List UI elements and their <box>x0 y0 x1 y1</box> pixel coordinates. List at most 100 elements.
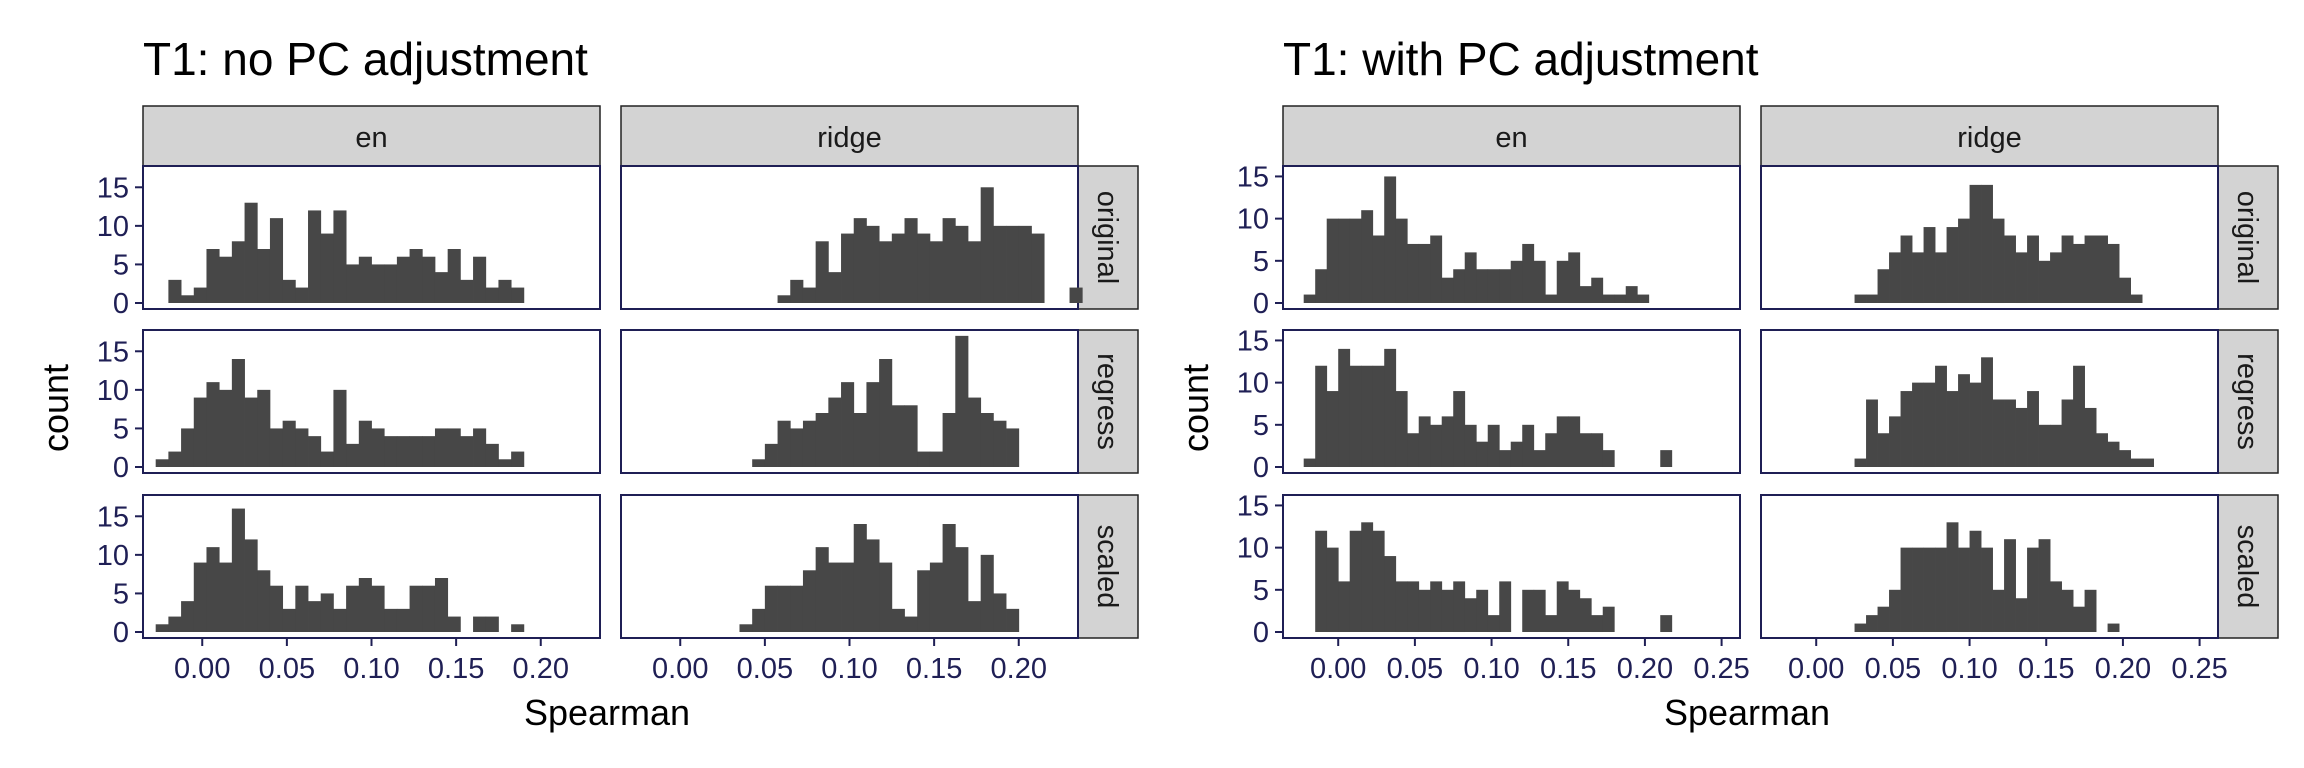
y-tick-label: 0 <box>1253 452 1269 484</box>
x-tick-label: 0.00 <box>1788 653 1844 685</box>
histogram-bar <box>193 287 207 303</box>
y-axis-scaled: 0 5 10 15 <box>1237 490 1283 649</box>
histogram-bar <box>1981 357 1993 467</box>
histogram-bar <box>168 279 182 303</box>
y-tick-label: 5 <box>1253 246 1269 278</box>
histogram-bar <box>1579 286 1592 304</box>
histogram-bar <box>1338 348 1351 468</box>
histogram-bar <box>231 241 245 303</box>
histogram-bar <box>2107 243 2120 303</box>
histogram-bar <box>1326 218 1339 304</box>
histogram-bar <box>993 225 1007 303</box>
histogram-bar <box>1889 416 1901 468</box>
histogram-bar <box>434 578 449 632</box>
histogram-bar <box>891 233 905 303</box>
histogram-bar <box>1430 581 1443 633</box>
histogram-bar <box>473 616 487 632</box>
histogram-bar <box>498 279 512 303</box>
x-axis-ridge: 0.00 0.05 0.10 0.15 0.20 <box>652 638 1047 685</box>
x-tick-label: 0.20 <box>1617 653 1673 685</box>
histogram-bar <box>384 436 398 467</box>
histogram-bar <box>485 287 499 303</box>
histogram-bar <box>853 524 867 632</box>
histogram-bar <box>1315 365 1328 467</box>
histogram-bar <box>841 562 855 632</box>
histogram-bar <box>1866 294 1878 303</box>
histogram-bar <box>511 624 525 632</box>
figure-no-pc-adjustment: T1: no PC adjustment count Spearman en r… <box>35 33 1139 733</box>
y-tick-label: 5 <box>113 249 129 281</box>
y-tick-label: 10 <box>1237 533 1269 565</box>
histogram-bar <box>2050 424 2062 467</box>
histogram-bar <box>1476 589 1489 632</box>
histogram-bar <box>2015 598 2028 632</box>
histogram-bar <box>853 413 867 467</box>
column-strip-label: en <box>355 122 387 154</box>
histogram-bar <box>2038 260 2051 303</box>
histogram-bar <box>1430 424 1443 467</box>
histogram-bar <box>802 287 817 303</box>
histogram-bar <box>269 428 284 467</box>
histogram-bar <box>2038 424 2051 467</box>
histogram-bar <box>879 241 893 303</box>
histogram-bar <box>1877 269 1890 303</box>
histogram-bar <box>422 436 436 467</box>
histogram-bar <box>764 443 778 467</box>
histogram-bar <box>879 359 893 467</box>
histogram-bar <box>1969 184 1982 304</box>
x-tick-label: 0.05 <box>737 653 793 685</box>
x-tick-label: 0.00 <box>174 653 230 685</box>
histogram-bar <box>1625 286 1638 304</box>
histogram-bar <box>333 389 347 467</box>
histogram-bar <box>1912 252 1924 304</box>
histogram-bar <box>308 436 322 467</box>
histogram-bar <box>790 428 804 467</box>
histogram-bar <box>371 585 385 632</box>
histogram-bar <box>1591 277 1604 303</box>
panel-en-regress <box>142 329 601 474</box>
histogram-bar <box>1923 547 1936 633</box>
histogram-bar <box>866 539 880 632</box>
histogram-bar <box>2107 623 2120 632</box>
histogram-bar <box>1981 184 1993 304</box>
histogram-bar <box>320 451 334 467</box>
histogram-bar <box>282 420 296 467</box>
histogram-bar <box>980 554 994 632</box>
histogram-bar <box>396 256 410 303</box>
histogram-bar <box>1476 441 1489 467</box>
histogram-bar <box>1958 218 1970 304</box>
histogram-bar <box>1637 294 1650 303</box>
histogram-bar <box>422 585 436 632</box>
histogram-bar <box>1545 294 1558 303</box>
histogram-bar <box>1441 589 1454 632</box>
histogram-bar <box>752 608 766 632</box>
histogram-bar <box>1418 589 1431 632</box>
y-axis-scaled: 0 5 10 15 <box>97 501 143 649</box>
histogram-bar <box>295 428 309 467</box>
histogram-bar <box>1556 260 1569 303</box>
histogram-bar <box>2015 252 2028 304</box>
histogram-bar <box>2130 294 2143 303</box>
histogram-bar <box>333 210 347 303</box>
x-tick-label: 0.05 <box>1865 653 1921 685</box>
histogram-bar <box>955 335 969 467</box>
histogram-bar <box>929 451 943 467</box>
histogram-bar <box>1338 218 1351 304</box>
histogram-bar <box>1946 227 1959 303</box>
histogram-bar <box>2027 235 2039 303</box>
histogram-bar <box>2142 458 2154 467</box>
histogram-bar <box>1510 441 1523 467</box>
histogram-bar <box>891 608 905 632</box>
histogram-bar <box>1900 235 1913 303</box>
y-tick-label: 5 <box>113 578 129 610</box>
histogram-bar <box>1418 416 1431 468</box>
histogram-bar <box>1660 615 1673 633</box>
histogram-bar <box>1487 615 1500 633</box>
histogram-bar <box>790 279 804 303</box>
histogram-bar <box>219 389 233 467</box>
y-tick-label: 15 <box>1237 325 1269 357</box>
histogram-bar <box>1602 450 1615 468</box>
histogram-bar <box>358 420 372 467</box>
histogram-bar <box>181 295 195 303</box>
histogram-bar <box>1464 424 1477 467</box>
